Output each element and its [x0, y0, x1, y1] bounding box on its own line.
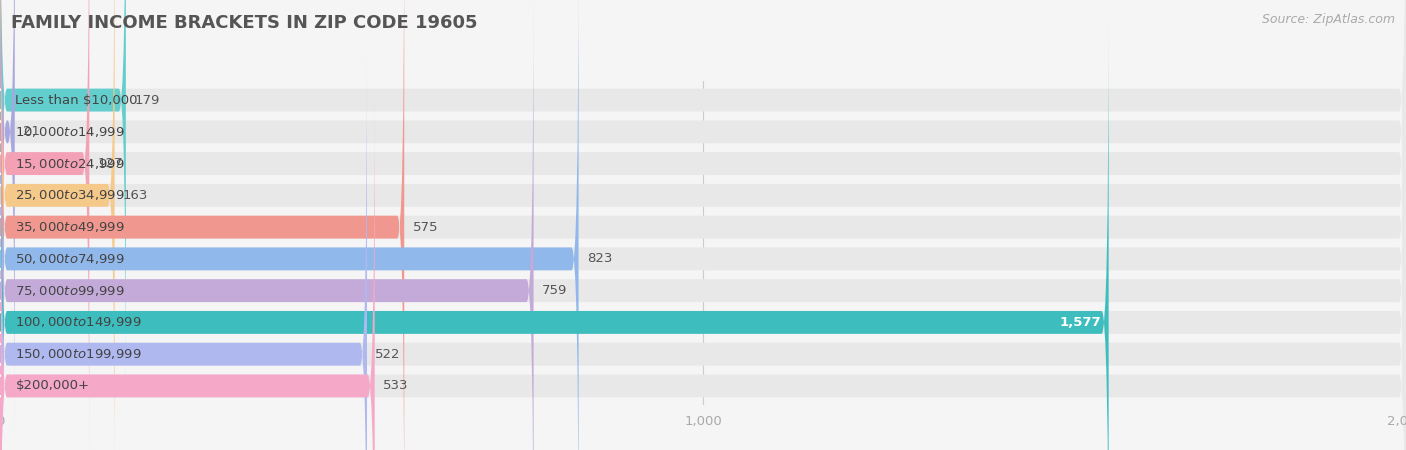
Text: $100,000 to $149,999: $100,000 to $149,999 — [15, 315, 142, 329]
Text: $15,000 to $24,999: $15,000 to $24,999 — [15, 157, 125, 171]
FancyBboxPatch shape — [0, 0, 127, 406]
Text: $75,000 to $99,999: $75,000 to $99,999 — [15, 284, 125, 297]
Text: 127: 127 — [98, 157, 124, 170]
FancyBboxPatch shape — [0, 0, 1406, 438]
FancyBboxPatch shape — [0, 0, 534, 450]
Text: $200,000+: $200,000+ — [15, 379, 90, 392]
Text: 21: 21 — [22, 125, 41, 138]
FancyBboxPatch shape — [0, 0, 90, 450]
Text: Source: ZipAtlas.com: Source: ZipAtlas.com — [1261, 14, 1395, 27]
Text: $25,000 to $34,999: $25,000 to $34,999 — [15, 189, 125, 202]
Text: 163: 163 — [124, 189, 149, 202]
Text: 1,577: 1,577 — [1060, 316, 1102, 329]
Text: 522: 522 — [375, 348, 401, 361]
Text: $35,000 to $49,999: $35,000 to $49,999 — [15, 220, 125, 234]
Text: $50,000 to $74,999: $50,000 to $74,999 — [15, 252, 125, 266]
Text: FAMILY INCOME BRACKETS IN ZIP CODE 19605: FAMILY INCOME BRACKETS IN ZIP CODE 19605 — [11, 14, 478, 32]
Text: 533: 533 — [382, 379, 409, 392]
FancyBboxPatch shape — [0, 16, 1406, 450]
Text: 759: 759 — [543, 284, 568, 297]
Text: 575: 575 — [413, 220, 439, 234]
FancyBboxPatch shape — [0, 0, 405, 450]
Text: $10,000 to $14,999: $10,000 to $14,999 — [15, 125, 125, 139]
FancyBboxPatch shape — [0, 48, 367, 450]
FancyBboxPatch shape — [0, 0, 579, 450]
FancyBboxPatch shape — [0, 80, 1406, 450]
FancyBboxPatch shape — [0, 80, 374, 450]
Text: $150,000 to $199,999: $150,000 to $199,999 — [15, 347, 142, 361]
FancyBboxPatch shape — [0, 0, 1406, 406]
FancyBboxPatch shape — [0, 0, 15, 438]
Text: 823: 823 — [588, 252, 613, 266]
FancyBboxPatch shape — [0, 48, 1406, 450]
Text: 179: 179 — [135, 94, 160, 107]
FancyBboxPatch shape — [0, 16, 1109, 450]
Text: Less than $10,000: Less than $10,000 — [15, 94, 138, 107]
FancyBboxPatch shape — [0, 0, 115, 450]
